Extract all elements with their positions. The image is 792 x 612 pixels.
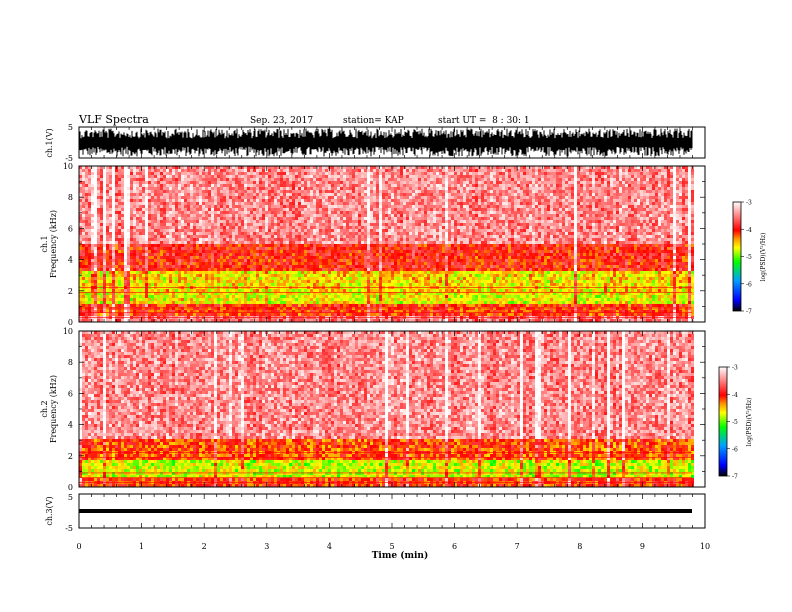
ch1-colorbar-gradient <box>733 202 741 311</box>
colorbar-tick-label: -3 <box>746 200 752 207</box>
x-tick-label: 6 <box>452 542 457 551</box>
ch2-spectrogram-image <box>79 331 694 487</box>
x-tick-label: 2 <box>202 542 207 551</box>
ch1-spectrogram-ytick-labels: 0 2 4 6 8 10 <box>63 162 73 327</box>
ch1-colorbar-ticks: -3 -4 -5 -6 -7 <box>741 200 752 316</box>
colorbar-tick-label: -4 <box>746 227 752 234</box>
ch3-waveform-ytick-top: 5 <box>68 493 73 502</box>
y-tick-label: 10 <box>63 327 73 336</box>
x-axis-tick-labels: 0 1 2 3 4 5 6 7 8 9 10 <box>76 542 710 551</box>
ch2-spectrogram-ylabel-frequency: Frequency (kHz) <box>49 375 58 443</box>
ch3-waveform-ytick-bottom: -5 <box>65 524 73 533</box>
colorbar-tick-label: -6 <box>746 281 752 288</box>
ch1-spectrogram-ylabel-frequency: Frequency (kHz) <box>49 210 58 278</box>
ch1-waveform-path <box>80 129 692 157</box>
y-tick-label: 0 <box>68 483 73 492</box>
colorbar-tick-label: -4 <box>732 392 738 399</box>
y-tick-label: 2 <box>68 452 73 461</box>
y-tick-label: 8 <box>68 358 73 367</box>
ch1-spectrogram-ylabel-channel: ch.1 <box>40 235 49 252</box>
x-tick-label: 3 <box>264 542 269 551</box>
y-tick-label: 4 <box>68 421 73 430</box>
y-tick-label: 0 <box>68 318 73 327</box>
x-tick-label: 7 <box>515 542 520 551</box>
colorbar-tick-label: -5 <box>746 254 752 261</box>
ch1-colorbar-label: log(PSD)(V²/Hz) <box>760 233 767 282</box>
x-tick-label: 8 <box>577 542 582 551</box>
vlf-spectra-figure: VLF Spectra Sep. 23, 2017 station= KAP s… <box>0 0 792 612</box>
x-axis-title: Time (min) <box>372 550 429 561</box>
start-time-label: start UT = 8 : 30: 1 <box>438 116 530 126</box>
ch2-spectrogram-ylabel-channel: ch.2 <box>40 400 49 417</box>
ch3-waveform-panel: 5 -5 ch.3(V) <box>45 493 705 533</box>
colorbar-tick-label: -3 <box>732 365 738 372</box>
station-label: station= KAP <box>343 116 404 126</box>
colorbar-tick-label: -7 <box>746 309 752 316</box>
figure-title: VLF Spectra <box>78 113 149 126</box>
ch1-waveform-ytick-top: 5 <box>68 123 73 132</box>
y-tick-label: 8 <box>68 193 73 202</box>
ch2-colorbar-label: log(PSD)(V²/Hz) <box>746 398 753 447</box>
ch2-spectrogram-ytick-labels: 0 2 4 6 8 10 <box>63 327 73 492</box>
ch1-spectrogram-image <box>79 166 694 322</box>
ch1-colorbar: -3 -4 -5 -6 -7 log(PSD)(V²/Hz) <box>733 200 767 316</box>
x-tick-label: 1 <box>139 542 144 551</box>
x-tick-label: 10 <box>700 542 710 551</box>
y-tick-label: 4 <box>68 256 73 265</box>
ch1-waveform-panel: 5 -5 ch.1(V) <box>45 123 705 163</box>
x-tick-label: 0 <box>76 542 81 551</box>
ch1-waveform-trace <box>80 129 692 157</box>
ch2-colorbar: -3 -4 -5 -6 -7 log(PSD)(V²/Hz) <box>719 365 753 481</box>
x-tick-label: 4 <box>327 542 332 551</box>
ch2-colorbar-ticks: -3 -4 -5 -6 -7 <box>727 365 738 481</box>
y-tick-label: 10 <box>63 162 73 171</box>
x-tick-label: 9 <box>640 542 645 551</box>
ch3-waveform-ylabel: ch.3(V) <box>45 496 54 525</box>
y-tick-label: 6 <box>68 224 73 233</box>
colorbar-tick-label: -6 <box>732 446 738 453</box>
colorbar-tick-label: -5 <box>732 419 738 426</box>
colorbar-tick-label: -7 <box>732 474 738 481</box>
ch3-waveform-trace <box>79 509 692 513</box>
ch1-spectrogram-panel: 0 2 4 6 8 10 ch.1 Frequency (kHz) <box>40 162 705 327</box>
x-tick-label: 5 <box>389 542 394 551</box>
ch2-spectrogram-panel: 0 2 4 6 8 10 ch.2 Frequency (kHz) <box>40 327 705 492</box>
y-tick-label: 6 <box>68 389 73 398</box>
date-label: Sep. 23, 2017 <box>250 116 313 126</box>
ch2-colorbar-gradient <box>719 367 727 476</box>
ch1-waveform-ylabel: ch.1(V) <box>45 128 54 157</box>
y-tick-label: 2 <box>68 287 73 296</box>
